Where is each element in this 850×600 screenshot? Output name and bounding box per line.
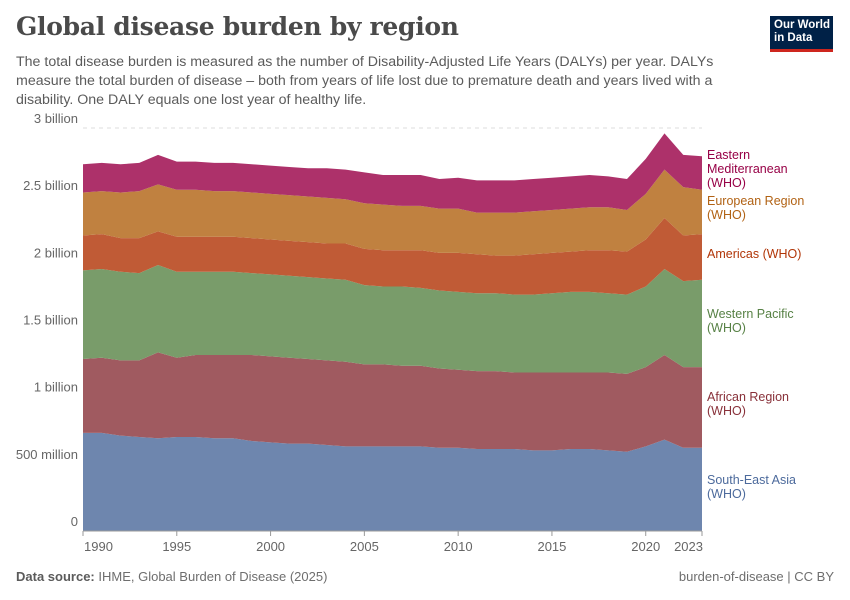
series-label: European Region xyxy=(707,194,804,208)
series-label: Americas (WHO) xyxy=(707,247,801,261)
series-label: (WHO) xyxy=(707,321,746,335)
area-western-pacific-who xyxy=(83,265,702,374)
x-tick-label: 2015 xyxy=(537,539,566,554)
area-south-east-asia-who xyxy=(83,432,702,531)
series-label: (WHO) xyxy=(707,176,746,190)
x-tick-label: 2000 xyxy=(256,539,285,554)
area-americas-who xyxy=(83,218,702,295)
source-label: Data source: xyxy=(16,569,95,584)
y-tick-label: 1.5 billion xyxy=(23,313,78,328)
area-european-region-who xyxy=(83,169,702,256)
series-label: Western Pacific xyxy=(707,307,794,321)
series-label: (WHO) xyxy=(707,404,746,418)
y-tick-label: 2 billion xyxy=(34,245,78,260)
chart-title: Global disease burden by region xyxy=(16,12,459,41)
series-label: Eastern xyxy=(707,148,750,162)
x-tick-label: 1990 xyxy=(84,539,113,554)
y-tick-label: 2.5 billion xyxy=(23,178,78,193)
data-source: Data source: IHME, Global Burden of Dise… xyxy=(16,569,327,584)
x-tick-label: 2020 xyxy=(631,539,660,554)
series-label: (WHO) xyxy=(707,208,746,222)
x-tick-label: 2010 xyxy=(444,539,473,554)
y-tick-label: 0 xyxy=(71,514,78,529)
x-tick-label: 2005 xyxy=(350,539,379,554)
area-african-region-who xyxy=(83,352,702,452)
x-tick-label: 1995 xyxy=(162,539,191,554)
y-tick-label: 500 million xyxy=(16,447,78,462)
x-tick-label: 2023 xyxy=(674,539,703,554)
source-link[interactable]: IHME, Global Burden of Disease (2025) xyxy=(98,569,328,584)
y-tick-label: 1 billion xyxy=(34,380,78,395)
owid-logo[interactable]: Our World in Data xyxy=(770,16,833,52)
chart-subtitle: The total disease burden is measured as … xyxy=(16,54,714,108)
y-tick-label: 3 billion xyxy=(34,111,78,126)
series-label: South-East Asia xyxy=(707,473,796,487)
footer-license[interactable]: burden-of-disease | CC BY xyxy=(678,569,834,584)
series-label: African Region xyxy=(707,390,789,404)
series-label: (WHO) xyxy=(707,487,746,501)
area-eastern-mediterranean-who xyxy=(83,133,702,213)
series-label: Mediterranean xyxy=(707,162,788,176)
